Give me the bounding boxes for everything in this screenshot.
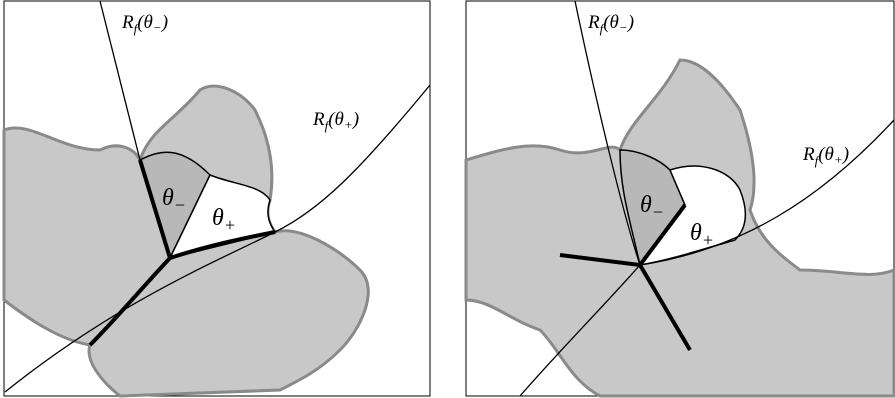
- ray-label: Rf(θ+): [802, 144, 849, 168]
- ray-symbol: R: [121, 12, 134, 33]
- ray-open: (θ: [328, 109, 344, 130]
- ray-arg-subscript: −: [153, 20, 162, 35]
- panel-left: [4, 1, 430, 396]
- panel-right: [466, 1, 894, 396]
- ray-label: Rf(θ−): [121, 12, 168, 36]
- sector-subscript: −: [652, 202, 664, 222]
- sector-subscript: +: [224, 215, 236, 235]
- ray-symbol: R: [312, 109, 325, 130]
- ray-symbol: R: [802, 144, 815, 165]
- figure: Rf(θ−)Rf(θ+)θ−θ+Rf(θ−)Rf(θ+)θ−θ+: [0, 0, 895, 398]
- ray-arg-subscript: +: [834, 152, 843, 167]
- ray-symbol: R: [587, 12, 600, 33]
- ray-open: (θ: [137, 12, 153, 33]
- sector-symbol: θ: [640, 192, 652, 218]
- sector-symbol: θ: [162, 185, 174, 211]
- ray-close: ): [161, 12, 168, 33]
- sector-subscript: −: [174, 195, 186, 215]
- sector-subscript: +: [702, 230, 714, 250]
- ray-close: ): [352, 109, 359, 130]
- ray-arg-subscript: −: [619, 20, 628, 35]
- ray-arg-subscript: +: [344, 117, 353, 132]
- sector-symbol: θ: [212, 205, 224, 231]
- ray-close: ): [842, 144, 849, 165]
- ray-open: (θ: [603, 12, 619, 33]
- ray-open: (θ: [818, 144, 834, 165]
- ray-close: ): [627, 12, 634, 33]
- ray-label: Rf(θ−): [587, 12, 634, 36]
- ray-label: Rf(θ+): [312, 109, 359, 133]
- sector-symbol: θ: [690, 220, 702, 246]
